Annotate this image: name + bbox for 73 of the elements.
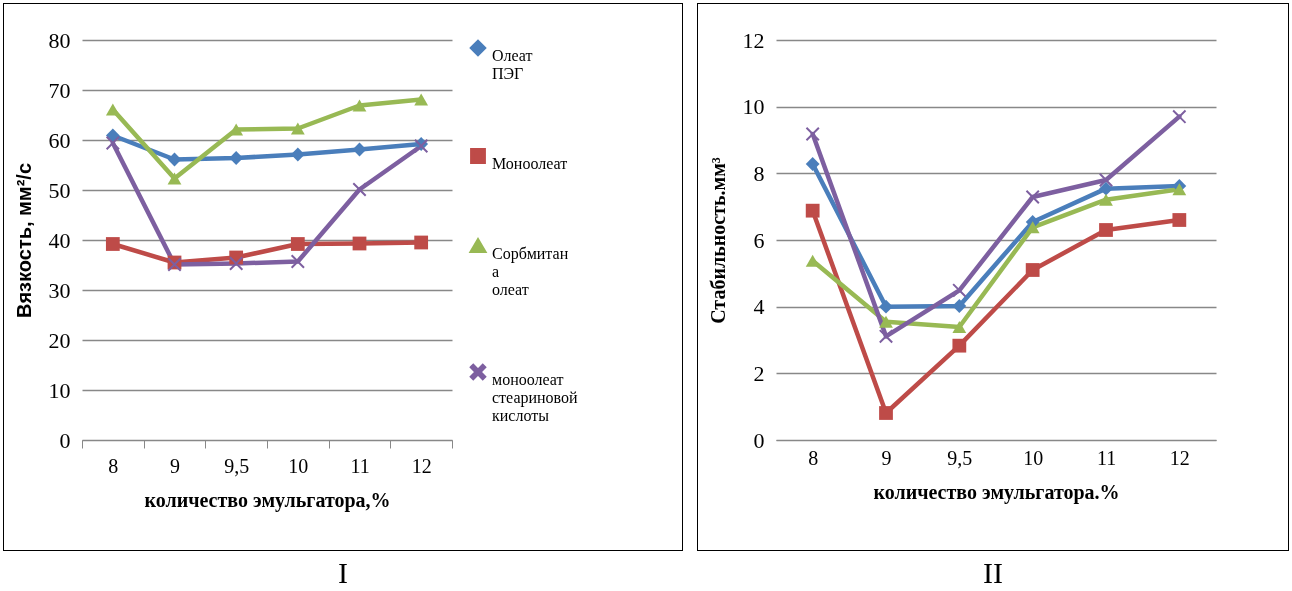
y-tick-label: 8: [753, 160, 765, 186]
x-tick-label: 9,5: [224, 454, 250, 477]
y-tick-label: 2: [753, 360, 765, 386]
point: [805, 157, 820, 171]
x-tick-label: 9: [881, 446, 892, 469]
point: [1025, 221, 1040, 234]
y-tick-label: 50: [48, 177, 71, 203]
point: [290, 147, 305, 162]
point: [879, 299, 893, 314]
point: [352, 182, 367, 197]
point: [414, 235, 429, 250]
y-tick-label: 20: [48, 327, 71, 353]
point: [805, 203, 820, 218]
point: [290, 254, 305, 269]
point: [1099, 193, 1113, 206]
y-tick-label: 10: [48, 377, 71, 403]
y-tick-label: 4: [753, 294, 765, 320]
point: [290, 122, 305, 135]
point: [879, 406, 893, 420]
point: [290, 237, 305, 251]
x-tick-label: 8: [808, 446, 819, 469]
y-tick-label: 6: [753, 227, 765, 253]
text: II: [982, 556, 1004, 590]
legend-label: моноолеат стеариновой кислоты: [492, 371, 579, 424]
x-tick-label: 10: [1023, 446, 1044, 469]
point: [1025, 263, 1040, 277]
point: [952, 321, 967, 333]
y-tick-label: 40: [48, 227, 71, 253]
point: [805, 127, 820, 141]
y-tick-label: 12: [742, 27, 765, 53]
point: [167, 172, 182, 185]
point: [105, 103, 120, 116]
x-axis-title: количество эмульгатора,%: [144, 488, 391, 512]
point: [952, 283, 967, 298]
legend-label: Олеат ПЭГ: [492, 47, 533, 82]
legend-label: Сорбмитан а олеат: [492, 245, 569, 298]
y-axis-title: Стабильность.мм³: [706, 157, 729, 324]
y-tick-label: 60: [48, 127, 71, 153]
y-tick-label: 0: [753, 427, 765, 453]
point: [105, 136, 120, 150]
point: [879, 329, 893, 344]
x-tick-label: 12: [1169, 446, 1190, 469]
point: [952, 338, 967, 353]
y-tick-label: 10: [742, 94, 765, 120]
point: [879, 315, 893, 328]
legend-label: Моноолеат: [492, 155, 568, 172]
text: I: [337, 556, 349, 590]
x-axis-title: количество эмульгатора.%: [873, 480, 1120, 504]
point: [229, 256, 244, 271]
point: [1099, 223, 1113, 237]
point: [105, 237, 120, 251]
x-tick-label: 11: [350, 454, 370, 477]
y-axis-title: Вязкость, мм²/с: [12, 162, 35, 319]
point: [952, 299, 967, 313]
point: [105, 128, 120, 143]
y-tick-label: 0: [59, 427, 71, 453]
x-tick-label: 8: [108, 454, 119, 477]
point: [1099, 173, 1113, 187]
x-tick-label: 10: [288, 454, 309, 477]
x-tick-label: 12: [411, 454, 432, 477]
point: [1172, 109, 1187, 124]
point: [1172, 183, 1187, 196]
point: [1099, 181, 1113, 196]
x-tick-label: 11: [1096, 446, 1117, 469]
point: [1172, 213, 1187, 227]
y-tick-label: 80: [48, 27, 71, 53]
point: [352, 99, 367, 112]
y-tick-label: 30: [48, 277, 71, 303]
point: [414, 93, 429, 106]
point: [1025, 190, 1040, 204]
x-tick-label: 9,5: [947, 446, 973, 469]
y-tick-label: 70: [48, 77, 71, 103]
x-tick-label: 9: [170, 454, 180, 477]
